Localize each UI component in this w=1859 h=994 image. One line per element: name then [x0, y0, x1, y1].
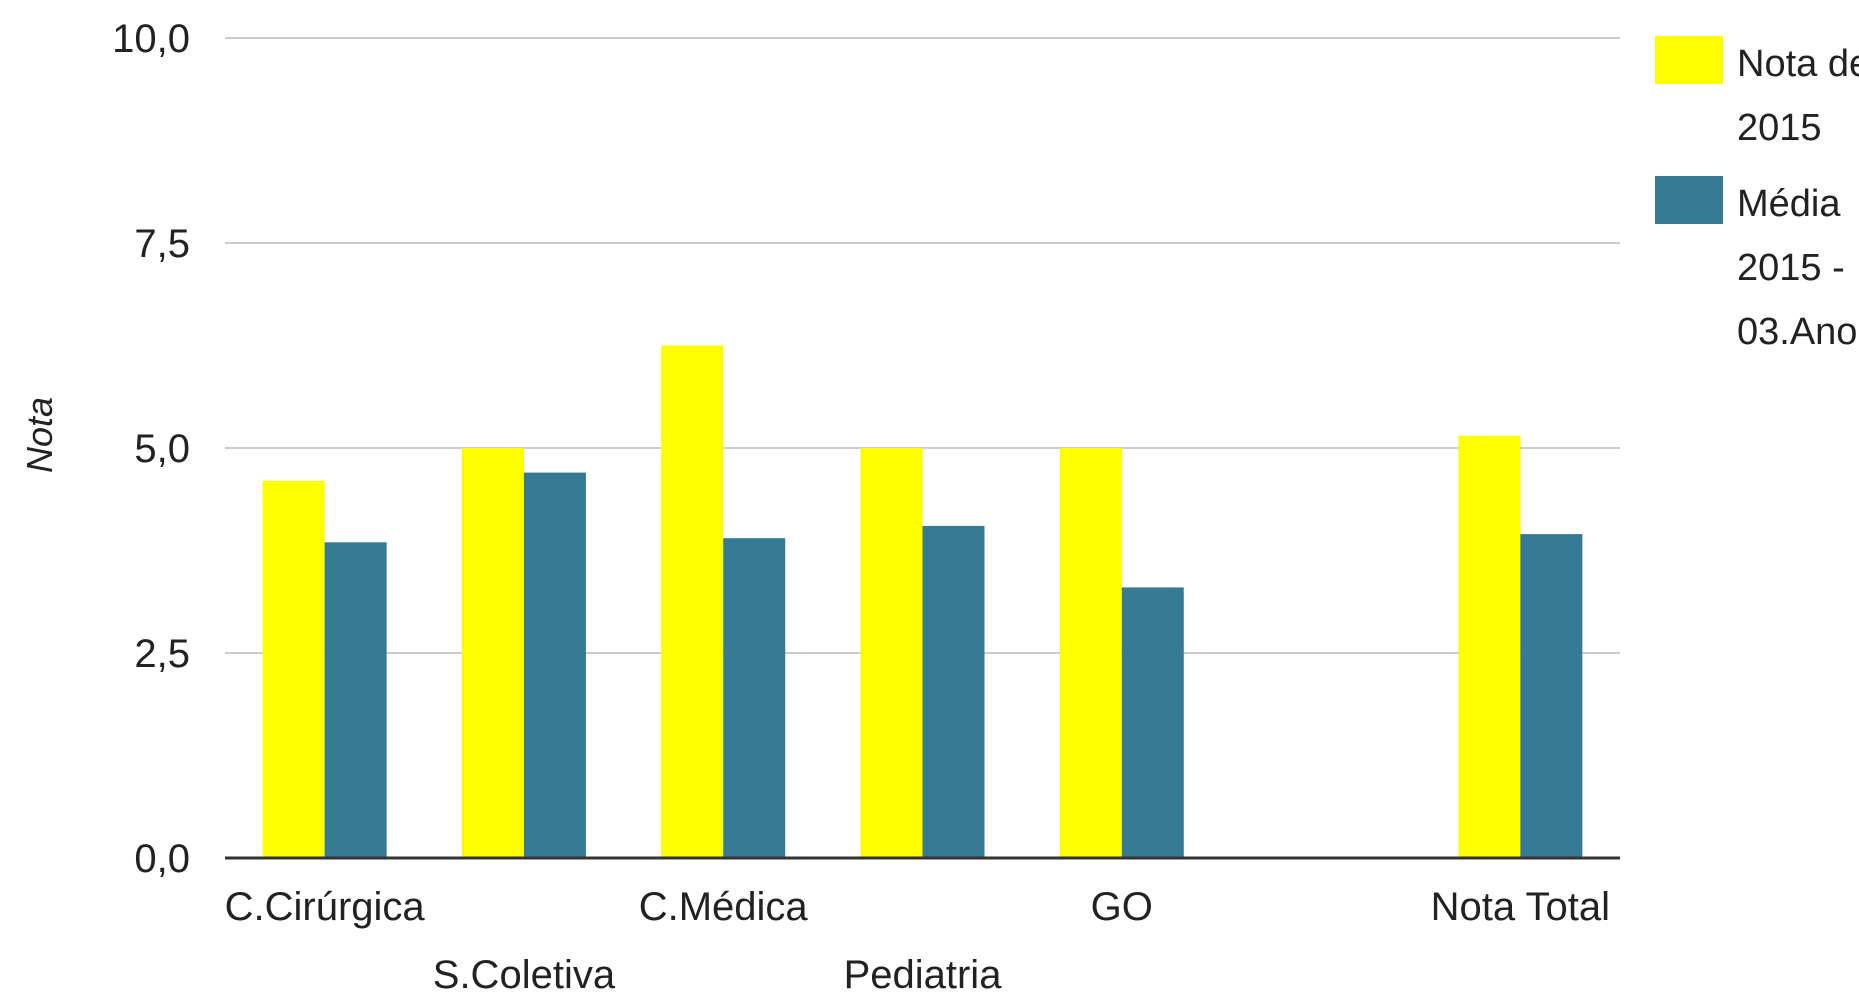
y-axis-ticks: 0,0 2,5 5,0 7,5 10,0: [112, 17, 190, 881]
y-tick-label: 5,0: [134, 427, 190, 471]
x-tick-label: C.Médica: [639, 885, 809, 929]
y-tick-label: 10,0: [112, 17, 190, 61]
legend-label: Média 2015 -03.Ano: [1737, 183, 1857, 353]
bar-series-1: [461, 448, 524, 858]
bar-series-1: [1458, 435, 1521, 858]
bar-series-2: [723, 538, 786, 858]
y-tick-label: 2,5: [134, 632, 190, 676]
x-tick-label: C.Cirúrgica: [225, 885, 426, 929]
bar-series-1: [262, 480, 325, 858]
x-tick-label: S.Coletiva: [433, 953, 616, 994]
legend-swatch: [1655, 36, 1723, 84]
bar-series-1: [661, 345, 724, 858]
legend: Nota de 2015 Média 2015 -03.Ano: [1655, 36, 1859, 353]
x-tick-label: Nota Total: [1431, 885, 1610, 929]
bar-series-2: [1520, 534, 1583, 858]
y-tick-label: 0,0: [134, 837, 190, 881]
bar-series-1: [1059, 448, 1122, 858]
bar-series-2: [922, 525, 985, 858]
bar-series-1: [860, 448, 923, 858]
legend-label: Nota de 2015: [1737, 43, 1859, 149]
bar-series-2: [1121, 587, 1184, 858]
x-tick-label: Pediatria: [844, 953, 1003, 994]
x-tick-label: GO: [1091, 885, 1153, 929]
legend-swatch: [1655, 176, 1723, 224]
bar-series-2: [523, 472, 586, 858]
bar-series-2: [324, 542, 387, 858]
y-axis-label: Nota: [19, 397, 60, 473]
y-tick-label: 7,5: [134, 222, 190, 266]
bars: [262, 345, 1583, 858]
